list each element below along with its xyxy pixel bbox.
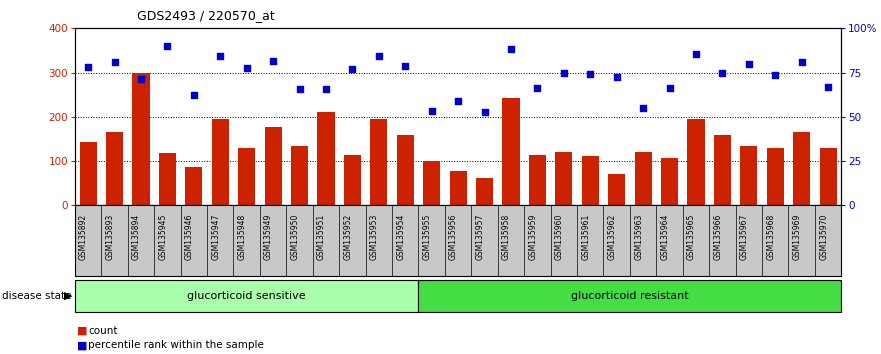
Bar <box>75 280 418 312</box>
Text: GSM135964: GSM135964 <box>661 214 670 260</box>
Text: GSM135969: GSM135969 <box>793 214 802 260</box>
Text: GSM135952: GSM135952 <box>344 214 352 260</box>
Text: GSM135894: GSM135894 <box>132 214 141 260</box>
Point <box>768 72 782 78</box>
Text: GSM135958: GSM135958 <box>502 214 511 260</box>
Point <box>636 105 650 111</box>
Point <box>583 72 597 77</box>
Bar <box>238 148 255 205</box>
Text: GSM135967: GSM135967 <box>740 214 749 260</box>
Text: disease state: disease state <box>2 291 71 301</box>
Point <box>530 85 544 91</box>
Bar <box>344 155 361 205</box>
Bar <box>819 148 837 205</box>
Bar <box>449 171 467 205</box>
Point <box>107 59 122 64</box>
Point <box>610 74 624 80</box>
Bar <box>370 119 388 205</box>
Point <box>292 86 307 92</box>
Text: ■: ■ <box>77 326 87 336</box>
Bar <box>661 158 678 205</box>
Text: GSM135893: GSM135893 <box>106 214 115 260</box>
Point <box>504 46 518 52</box>
Text: GSM135951: GSM135951 <box>317 214 326 260</box>
Point <box>689 51 703 57</box>
Bar <box>423 161 440 205</box>
Text: GSM135892: GSM135892 <box>79 214 88 260</box>
Bar <box>418 280 841 312</box>
Text: percentile rank within the sample: percentile rank within the sample <box>88 340 264 350</box>
Text: GSM135968: GSM135968 <box>766 214 775 260</box>
Bar <box>185 167 203 205</box>
Bar <box>132 73 150 205</box>
Text: GSM135950: GSM135950 <box>291 214 300 260</box>
Bar <box>608 175 626 205</box>
Text: GSM135960: GSM135960 <box>555 214 564 260</box>
Text: GSM135970: GSM135970 <box>819 214 828 260</box>
Bar <box>687 119 705 205</box>
Bar <box>264 127 282 205</box>
Bar <box>740 145 758 205</box>
Text: GSM135949: GSM135949 <box>264 214 273 260</box>
Point <box>821 84 835 90</box>
Bar <box>291 145 308 205</box>
Bar <box>396 135 414 205</box>
Point <box>240 65 254 71</box>
Point <box>372 53 386 58</box>
Point <box>795 59 809 64</box>
Bar <box>106 132 123 205</box>
Point <box>187 92 201 98</box>
Bar <box>766 148 784 205</box>
Bar <box>79 142 97 205</box>
Point <box>266 58 280 63</box>
Text: glucorticoid sensitive: glucorticoid sensitive <box>188 291 306 301</box>
Bar <box>502 98 520 205</box>
Point <box>160 43 174 49</box>
Text: GSM135948: GSM135948 <box>238 214 247 260</box>
Point <box>134 76 148 82</box>
Point <box>213 53 227 58</box>
Text: GSM135963: GSM135963 <box>634 214 643 260</box>
Point <box>715 70 729 75</box>
Point <box>478 110 492 115</box>
Text: GSM135945: GSM135945 <box>159 214 167 260</box>
Bar <box>555 152 573 205</box>
Text: GSM135965: GSM135965 <box>687 214 696 260</box>
Text: count: count <box>88 326 117 336</box>
Bar <box>529 155 546 205</box>
Point <box>425 108 439 114</box>
Text: GSM135954: GSM135954 <box>396 214 405 260</box>
Text: GSM135953: GSM135953 <box>370 214 379 260</box>
Bar <box>159 153 176 205</box>
Text: GSM135962: GSM135962 <box>608 214 617 260</box>
Text: GSM135946: GSM135946 <box>185 214 194 260</box>
Text: GSM135947: GSM135947 <box>211 214 220 260</box>
Bar <box>211 119 229 205</box>
Text: glucorticoid resistant: glucorticoid resistant <box>571 291 689 301</box>
Text: GSM135966: GSM135966 <box>714 214 722 260</box>
Point <box>345 67 359 72</box>
Text: ■: ■ <box>77 340 87 350</box>
Bar <box>634 152 652 205</box>
Text: GSM135955: GSM135955 <box>423 214 432 260</box>
Bar <box>581 156 599 205</box>
Text: GSM135961: GSM135961 <box>581 214 590 260</box>
Text: ▶: ▶ <box>63 291 72 301</box>
Text: GSM135957: GSM135957 <box>476 214 485 260</box>
Bar <box>714 135 731 205</box>
Point <box>742 61 756 67</box>
Point <box>398 63 412 69</box>
Bar <box>476 178 493 205</box>
Point <box>319 86 333 92</box>
Point <box>451 98 465 104</box>
Bar <box>317 113 335 205</box>
Text: GSM135959: GSM135959 <box>529 214 537 260</box>
Text: GDS2493 / 220570_at: GDS2493 / 220570_at <box>137 9 274 22</box>
Point <box>557 70 571 75</box>
Text: GSM135956: GSM135956 <box>449 214 458 260</box>
Point <box>663 85 677 91</box>
Bar <box>793 132 811 205</box>
Point <box>81 64 95 70</box>
